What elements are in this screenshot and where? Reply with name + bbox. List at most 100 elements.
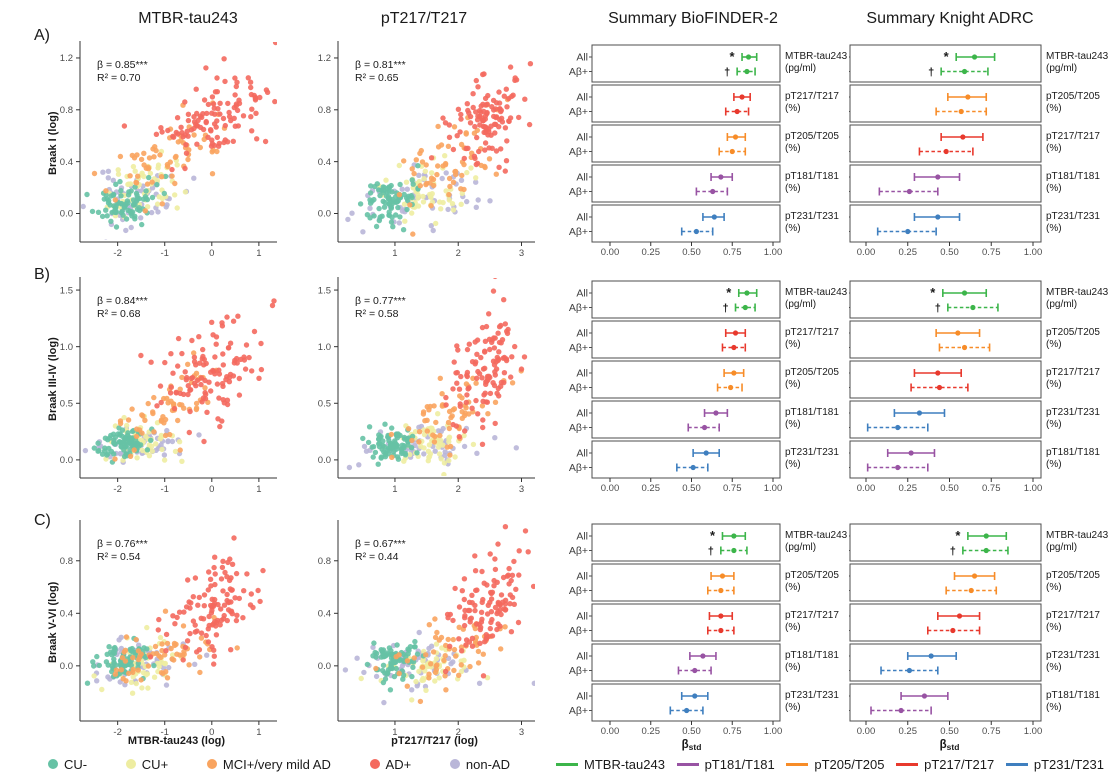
svg-text:-2: -2 [113,484,121,495]
error-bar-abeta [876,227,937,236]
svg-text:0.00: 0.00 [601,726,620,737]
scatter-cell-braak56-pt217: 1 2 3 0.0 0.4 0.8 β = 0.67*** R² = 0.44 pT217… [303,517,553,753]
legend-item-pt205-t205: pT205/T205 [786,757,884,772]
forest-panel-pT231/T231: All Aβ+ pT231/T231(%) [569,440,839,479]
tick-labels: 1 2 3 0.0 0.4 0.8 [318,556,524,738]
forest-plot-b-biofinder: All Aβ+ * † MTBR-tau243(pg/ml) All Aβ+ pT217/T2… [569,280,848,494]
svg-text:1.5: 1.5 [318,285,331,296]
svg-text:1.00: 1.00 [764,726,783,737]
svg-text:pT231/T231: pT231/T231 [785,690,839,701]
significance-marker: * [710,528,716,543]
forest-panel-pT205/T205: All Aβ+ pT205/T205(%) [569,124,839,163]
svg-text:0.8: 0.8 [318,105,331,116]
row-label-abeta: Aβ+ [569,146,588,158]
forest-panel-pT231/T231: All Aβ+ pT231/T231(%) [569,683,839,722]
legend-item-pt217-t217: pT217/T217 [896,757,994,772]
significance-marker: † [928,67,934,79]
row-label-all: All [576,132,588,144]
scatter-points [346,278,528,476]
beta-value: β = 0.85*** [97,59,148,71]
forest-panel-MTBR-tau243: All Aβ+ * † MTBR-tau243(pg/ml) [569,44,848,83]
legend-dot-icon [206,759,217,769]
error-bar-abeta [716,383,743,392]
forest-panel-pT181/T181: pT181/T181(%) [849,164,1100,203]
svg-text:0.5: 0.5 [318,398,331,409]
legend-line-icon [556,762,578,766]
error-bar-all [733,93,751,101]
svg-text:0.50: 0.50 [940,726,959,737]
error-bar-abeta [935,107,988,116]
svg-text:0.4: 0.4 [318,609,331,620]
forest-panel-pT205/T205: All Aβ+ pT205/T205(%) [569,360,839,399]
y-axis-title: Braak V-VI (log) [47,581,59,664]
svg-text:0.4: 0.4 [60,157,73,168]
x-axis-title-beta-std: βstd [940,739,960,752]
forest-panel-pT217/T217: pT217/T217(%) [849,124,1100,163]
row-label-abeta: Aβ+ [569,462,588,474]
forest-x-axis: 0.00 0.25 0.50 0.75 1.00 [857,721,1042,737]
error-bar-abeta [707,626,735,635]
svg-text:2: 2 [456,484,461,495]
regression-stats: β = 0.77*** R² = 0.58 [355,295,406,321]
svg-text:0.75: 0.75 [723,247,742,258]
svg-text:1: 1 [392,248,397,259]
panel-right-label: MTBR-tau243(pg/ml) [785,287,848,310]
forest-cell-c-biofinder: All Aβ+ * † MTBR-tau243 (pg/ml) All Aβ+ pT205/T2… [552,517,849,753]
error-bar-all [967,532,1008,540]
svg-text:pT181/T181: pT181/T181 [1046,690,1100,701]
panel-right-label: MTBR-tau243(pg/ml) [785,530,848,553]
svg-text:(%): (%) [1046,103,1062,114]
legend-dot-icon [125,759,136,769]
forest-plot-a-knight: *†MTBR-tau243(pg/ml)pT205/T205(%)pT217/T… [849,44,1109,258]
panel-right-label: MTBR-tau243(pg/ml) [1046,287,1109,310]
points-non-AD [93,634,210,688]
error-bar-all [680,692,709,700]
svg-text:pT231/T231: pT231/T231 [785,211,839,222]
legend-dot-icon [48,759,58,769]
svg-text:pT205/T205: pT205/T205 [1046,91,1100,102]
svg-text:0.5: 0.5 [60,398,73,409]
forest-panel-pT181/T181: pT181/T181(%) [849,683,1100,722]
row-label-abeta: Aβ+ [569,342,588,354]
forest-x-axis: 0.00 0.25 0.50 0.75 1.00 [857,242,1042,258]
points-CU- [360,421,420,467]
svg-text:(%): (%) [1046,702,1062,713]
panel-right-label: pT205/T205(%) [1046,91,1100,114]
svg-text:(%): (%) [1046,662,1062,673]
error-bar-all [689,652,717,660]
svg-text:pT231/T231: pT231/T231 [1046,211,1100,222]
axes [334,277,535,482]
beta-value: β = 0.81*** [355,59,406,71]
svg-text:0.0: 0.0 [60,661,73,672]
forest-panel-pT205/T205: pT205/T205(%) [849,563,1100,602]
panel-right-label: pT181/T181(%) [785,407,839,430]
svg-text:pT181/T181: pT181/T181 [785,650,839,661]
svg-text:(%): (%) [785,582,801,593]
x-axis-title-beta-std: βstd [682,739,702,752]
error-bar-all [721,532,747,540]
forest-cell-a-biofinder: All Aβ+ * † MTBR-tau243 (pg/ml) All Aβ+ pT217/T2… [552,38,849,274]
svg-text:0.75: 0.75 [723,483,742,494]
regression-stats: β = 0.85*** R² = 0.70 [97,59,148,85]
svg-text:1.2: 1.2 [318,53,331,64]
legend-item-cu: CU- [48,757,87,772]
x-axis-title: pT217/T217 (log) [391,735,478,747]
svg-text:pT205/T205: pT205/T205 [1046,570,1100,581]
error-bar-abeta [687,423,721,432]
legend-biomarkers: MTBR-tau243 pT181/T181 pT205/T205 pT217/T21… [556,751,1104,777]
svg-text:(%): (%) [785,419,801,430]
r2-value: R² = 0.70 [97,72,141,84]
axes [76,277,277,482]
error-bar-all [906,652,957,660]
error-bar-abeta [945,586,998,595]
error-bar-abeta [938,343,991,352]
error-bar-all [703,409,729,417]
svg-text:0.0: 0.0 [60,209,73,220]
svg-text:0.50: 0.50 [682,483,701,494]
forest-panel-pT231/T231: All Aβ+ pT231/T231(%) [569,204,839,243]
points-AD+ [443,278,528,447]
scatter-cell-braak1-pt217: 1 2 3 0.0 0.4 0.8 1.2 β = 0.81*** R² = 0.65 [303,38,553,274]
svg-text:1.2: 1.2 [60,53,73,64]
error-bar-abeta [677,666,712,675]
